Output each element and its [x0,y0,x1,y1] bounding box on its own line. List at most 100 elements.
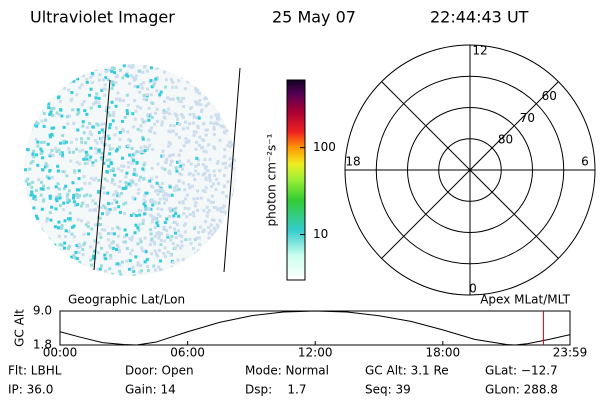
pixel [226,247,230,251]
pixel [42,86,46,90]
pixel [30,118,34,122]
pixel [192,121,196,125]
pixel [41,85,45,89]
pixel [209,223,213,227]
pixel [88,121,92,125]
pixel [193,178,197,182]
pixel [66,246,70,250]
pixel [198,135,202,139]
pixel [120,164,124,168]
pixel [68,218,72,222]
pixel [100,228,104,232]
pixel [214,239,218,243]
pixel [217,68,221,72]
pixel [65,194,69,198]
pixel [67,114,71,118]
pixel [121,76,125,80]
pixel [34,188,38,192]
pixel [200,78,204,82]
pixel [134,223,138,227]
pixel [133,117,137,121]
pixel [142,202,146,206]
pixel [161,181,165,185]
pixel [167,129,171,133]
pixel [227,250,231,254]
pixel [189,107,193,111]
pixel [193,225,197,229]
pixel [195,140,199,144]
pixel [168,172,172,176]
pixel [192,173,196,177]
pixel [36,217,40,221]
pixel [149,228,153,232]
pixel [48,85,52,89]
pixel [188,212,192,216]
pixel [188,237,192,241]
pixel [24,147,28,151]
pixel [55,195,59,199]
pixel [208,266,212,270]
pixel [142,163,146,167]
pixel [82,232,86,236]
pixel [52,88,56,92]
pixel [165,198,169,202]
pixel [225,72,229,76]
pixel [139,264,143,268]
pixel [100,122,104,126]
pixel [181,181,185,185]
pixel [107,144,111,148]
pixel [203,171,207,175]
pixel [174,184,178,188]
pixel [65,115,69,119]
pixel [97,104,101,108]
pixel [150,166,154,170]
pixel [173,227,177,231]
pixel [143,161,147,165]
pixel [111,114,115,118]
pixel [155,119,159,123]
pixel [81,120,85,124]
pixel [117,250,121,254]
pixel [188,64,192,68]
pixel [36,140,40,144]
pixel [232,106,236,110]
pixel [216,245,220,249]
pixel [211,218,215,222]
pixel [156,162,160,166]
pixel [99,223,103,227]
pixel [174,85,178,89]
pixel [217,112,221,116]
pixel [211,78,215,82]
pixel [172,189,176,193]
pixel [39,147,43,151]
pixel [70,263,74,267]
pixel [229,269,233,273]
pixel [79,204,83,208]
status-field: IP: 36.0 [8,383,53,397]
pixel [181,257,185,261]
pixel [61,254,65,258]
pixel [220,222,224,226]
pixel [26,68,30,72]
pixel [179,246,183,250]
pixel [41,156,45,160]
pixel [208,173,212,177]
altitude-line [59,310,571,346]
pixel [141,81,145,85]
pixel [118,131,122,135]
pixel [194,100,198,104]
pixel [115,97,119,101]
pixel [184,197,188,201]
pixel [60,224,64,228]
pixel [69,72,73,76]
pixel [170,265,174,269]
pixel [204,262,208,266]
pixel [209,246,213,250]
pixel [212,200,216,204]
pixel [210,194,214,198]
pixel [222,115,226,119]
pixel [196,196,200,200]
pixel [153,201,157,205]
pixel [160,120,164,124]
pixel [68,67,72,71]
